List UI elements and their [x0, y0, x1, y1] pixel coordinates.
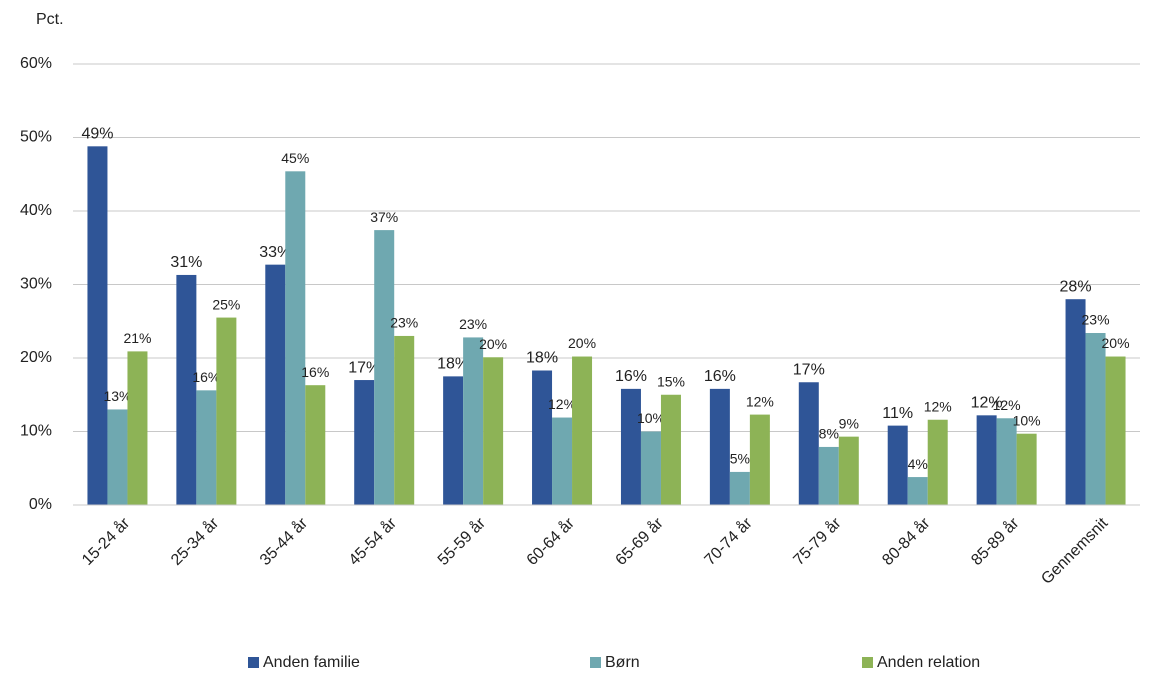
legend-label: Børn	[605, 654, 640, 671]
data-label: 5%	[730, 451, 750, 467]
y-axis-label: Pct.	[36, 11, 64, 28]
bar	[483, 357, 504, 505]
bar	[996, 418, 1017, 505]
bar	[265, 264, 286, 505]
data-label: 13%	[103, 388, 131, 404]
bar	[374, 230, 395, 506]
bar	[305, 385, 326, 505]
y-tick-label: 20%	[20, 349, 52, 366]
legend-swatch	[590, 657, 601, 668]
data-label: 18%	[526, 350, 558, 367]
bar	[1105, 356, 1126, 505]
data-label: 20%	[1102, 335, 1130, 351]
x-tick-label: 15-24 år	[78, 514, 133, 569]
data-label: 21%	[123, 330, 151, 346]
bar	[749, 414, 770, 505]
x-tick-label: 75-79 år	[790, 514, 845, 569]
bar	[463, 337, 484, 505]
data-label: 31%	[170, 254, 202, 271]
x-tick-label: 70-74 år	[701, 514, 756, 569]
bar	[443, 376, 464, 505]
data-label: 49%	[81, 126, 113, 143]
data-label: 8%	[819, 426, 839, 442]
data-label: 12%	[746, 393, 774, 409]
bar	[798, 382, 819, 505]
bar	[127, 351, 148, 505]
bar	[640, 431, 661, 505]
y-tick-label: 60%	[20, 55, 52, 72]
bar	[176, 274, 197, 505]
bar	[838, 436, 859, 505]
bar	[1085, 333, 1106, 505]
bar	[709, 388, 730, 505]
data-label: 20%	[568, 335, 596, 351]
data-label: 12%	[548, 396, 576, 412]
data-label: 16%	[704, 368, 736, 385]
data-label: 12%	[993, 397, 1021, 413]
x-tick-label: Gennemsnit	[1038, 514, 1111, 587]
x-tick-label: 80-84 år	[879, 514, 934, 569]
x-tick-label: 35-44 år	[256, 514, 311, 569]
bar	[107, 409, 128, 505]
bar	[572, 356, 593, 505]
data-label: 16%	[615, 368, 647, 385]
x-tick-label: 60-64 år	[523, 514, 578, 569]
x-tick-label: 45-54 år	[345, 514, 400, 569]
data-label: 17%	[348, 359, 380, 376]
data-label: 10%	[637, 410, 665, 426]
data-label: 23%	[1082, 312, 1110, 328]
data-label: 9%	[839, 415, 859, 431]
bar	[196, 390, 217, 505]
bar	[907, 477, 928, 505]
data-label: 18%	[437, 356, 469, 373]
legend-label: Anden relation	[877, 654, 980, 671]
x-tick-label: 55-59 år	[434, 514, 489, 569]
data-label: 23%	[459, 316, 487, 332]
bar	[87, 146, 108, 505]
legend-swatch	[248, 657, 259, 668]
bar	[552, 417, 573, 505]
bar	[285, 171, 306, 505]
bar	[394, 335, 415, 505]
bar	[976, 415, 997, 505]
data-label: 37%	[370, 209, 398, 225]
data-label: 11%	[882, 405, 913, 422]
data-label: 25%	[212, 296, 240, 312]
data-label: 4%	[908, 456, 928, 472]
x-tick-label: 65-69 år	[612, 514, 667, 569]
data-label: 15%	[657, 373, 685, 389]
bar	[1065, 299, 1086, 505]
x-tick-label: 25-34 år	[167, 514, 222, 569]
y-tick-label: 10%	[20, 423, 52, 440]
legend-label: Anden familie	[263, 654, 360, 671]
y-tick-label: 50%	[20, 129, 52, 146]
data-label: 28%	[1060, 278, 1092, 295]
data-label: 16%	[192, 369, 220, 385]
data-label: 17%	[793, 361, 825, 378]
bar	[887, 425, 908, 505]
data-label: 10%	[1013, 412, 1041, 428]
bar	[532, 370, 553, 505]
data-label: 12%	[924, 398, 952, 414]
bar	[660, 394, 681, 505]
bar	[620, 388, 641, 505]
data-label: 45%	[281, 150, 309, 166]
legend-swatch	[862, 657, 873, 668]
data-label: 20%	[479, 336, 507, 352]
x-tick-label: 85-89 år	[968, 514, 1023, 569]
y-tick-label: 40%	[20, 202, 52, 219]
bar	[354, 380, 375, 505]
data-label: 12%	[971, 395, 1003, 412]
data-label: 33%	[259, 244, 291, 261]
bar	[729, 471, 750, 505]
bar	[927, 419, 948, 505]
bar	[1016, 433, 1037, 505]
y-tick-label: 30%	[20, 276, 52, 293]
bar	[818, 446, 839, 505]
y-tick-label: 0%	[29, 496, 52, 513]
data-label: 23%	[390, 315, 418, 331]
data-label: 16%	[301, 364, 329, 380]
bar	[216, 317, 237, 505]
